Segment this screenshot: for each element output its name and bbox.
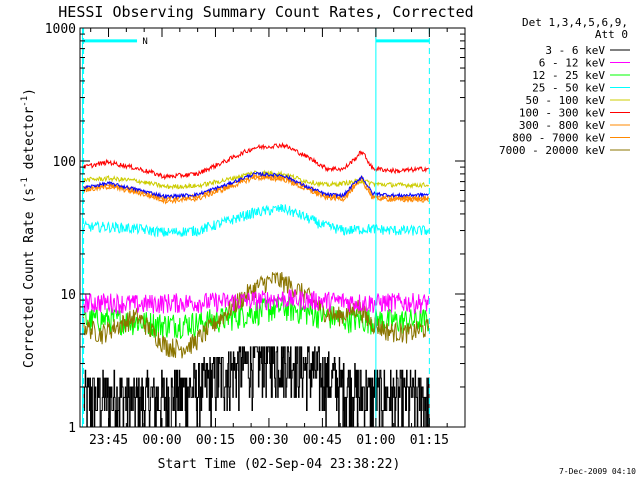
series-line-4 <box>83 169 430 191</box>
y-axis-label-exp-2: -1 <box>20 96 30 107</box>
y-tick-label: 100 <box>53 155 76 170</box>
chart-title: HESSI Observing Summary Count Rates, Cor… <box>58 3 473 21</box>
x-tick-label: 23:45 <box>89 433 128 448</box>
legend-header-line-1: Det 1,3,4,5,6,9, <box>522 16 628 29</box>
x-tick-label: 00:15 <box>196 433 235 448</box>
y-axis-label: Corrected Count Rate (s-1 detector-1) <box>20 88 37 368</box>
series-line-8 <box>83 271 430 359</box>
legend-label-8: 7000 - 20000 keV <box>499 144 605 157</box>
legend-label-7: 800 - 7000 keV <box>512 132 605 145</box>
x-tick-label: 00:30 <box>249 433 288 448</box>
x-tick-label: 00:45 <box>303 433 342 448</box>
series-line-blue-overlay <box>83 171 429 200</box>
series-line-7 <box>83 174 429 205</box>
night-label: N <box>142 37 147 47</box>
x-tick-label: 01:00 <box>356 433 395 448</box>
y-tick-label: 1000 <box>45 22 76 37</box>
footer-date: 7-Dec-2009 04:10 <box>559 467 636 476</box>
y-tick-label: 10 <box>60 288 76 303</box>
x-axis: 23:45 00:00 00:15 00:30 00:45 01:00 01:15 <box>89 28 466 448</box>
y-axis-label-part-2: detector <box>22 107 37 178</box>
x-tick-label: 00:00 <box>142 433 181 448</box>
y-axis: 1 10 100 1000 <box>45 22 465 436</box>
legend-label-3: 25 - 50 keV <box>532 82 605 95</box>
y-axis-label-part-3: ) <box>22 88 37 96</box>
series-line-5 <box>83 141 430 181</box>
y-axis-label-part-1: Corrected Count Rate (s <box>22 188 37 368</box>
plot-frame <box>79 27 466 428</box>
y-axis-label-exp-1: -1 <box>20 177 30 188</box>
legend-label-0: 3 - 6 keV <box>545 44 605 57</box>
legend-header-line-2: Att 0 <box>595 28 628 41</box>
legend-label-4: 50 - 100 keV <box>526 94 606 107</box>
series-line-1 <box>83 289 430 315</box>
legend-label-5: 100 - 300 keV <box>519 107 605 120</box>
x-axis-label: Start Time (02-Sep-04 23:38:22) <box>158 457 401 472</box>
legend-label-1: 6 - 12 keV <box>539 57 606 70</box>
series-line-0 <box>83 346 430 428</box>
legend-label-2: 12 - 25 keV <box>532 69 605 82</box>
plot-area: N <box>79 27 466 428</box>
x-tick-label: 01:15 <box>410 433 449 448</box>
y-tick-label: 1 <box>68 421 76 436</box>
series-line-3 <box>83 204 430 238</box>
legend-label-6: 300 - 800 keV <box>519 119 605 132</box>
